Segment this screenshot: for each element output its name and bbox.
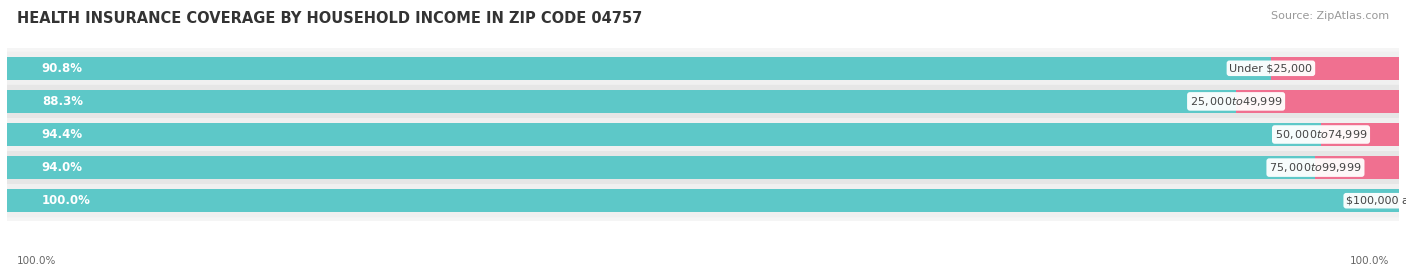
Text: $50,000 to $74,999: $50,000 to $74,999 <box>1275 128 1367 141</box>
Bar <box>7 123 1322 146</box>
Bar <box>1236 90 1399 113</box>
Text: 100.0%: 100.0% <box>42 194 91 207</box>
Text: 94.4%: 94.4% <box>42 128 83 141</box>
FancyBboxPatch shape <box>7 118 1399 151</box>
Bar <box>7 156 1316 179</box>
FancyBboxPatch shape <box>7 184 1399 217</box>
FancyBboxPatch shape <box>7 52 1399 85</box>
Text: 90.8%: 90.8% <box>42 62 83 75</box>
Text: Source: ZipAtlas.com: Source: ZipAtlas.com <box>1271 11 1389 21</box>
FancyBboxPatch shape <box>7 85 1399 118</box>
Bar <box>1316 156 1399 179</box>
Text: 100.0%: 100.0% <box>17 256 56 266</box>
Text: HEALTH INSURANCE COVERAGE BY HOUSEHOLD INCOME IN ZIP CODE 04757: HEALTH INSURANCE COVERAGE BY HOUSEHOLD I… <box>17 11 643 26</box>
Text: 88.3%: 88.3% <box>42 95 83 108</box>
Bar <box>1271 57 1399 80</box>
Bar <box>7 189 1399 212</box>
Text: Under $25,000: Under $25,000 <box>1229 63 1312 73</box>
Bar <box>7 90 1236 113</box>
Text: $100,000 and over: $100,000 and over <box>1346 196 1406 206</box>
Bar <box>1322 123 1399 146</box>
Text: 94.0%: 94.0% <box>42 161 83 174</box>
Text: $25,000 to $49,999: $25,000 to $49,999 <box>1189 95 1282 108</box>
Text: $75,000 to $99,999: $75,000 to $99,999 <box>1270 161 1361 174</box>
Bar <box>7 57 1271 80</box>
Text: 100.0%: 100.0% <box>1350 256 1389 266</box>
FancyBboxPatch shape <box>7 151 1399 184</box>
